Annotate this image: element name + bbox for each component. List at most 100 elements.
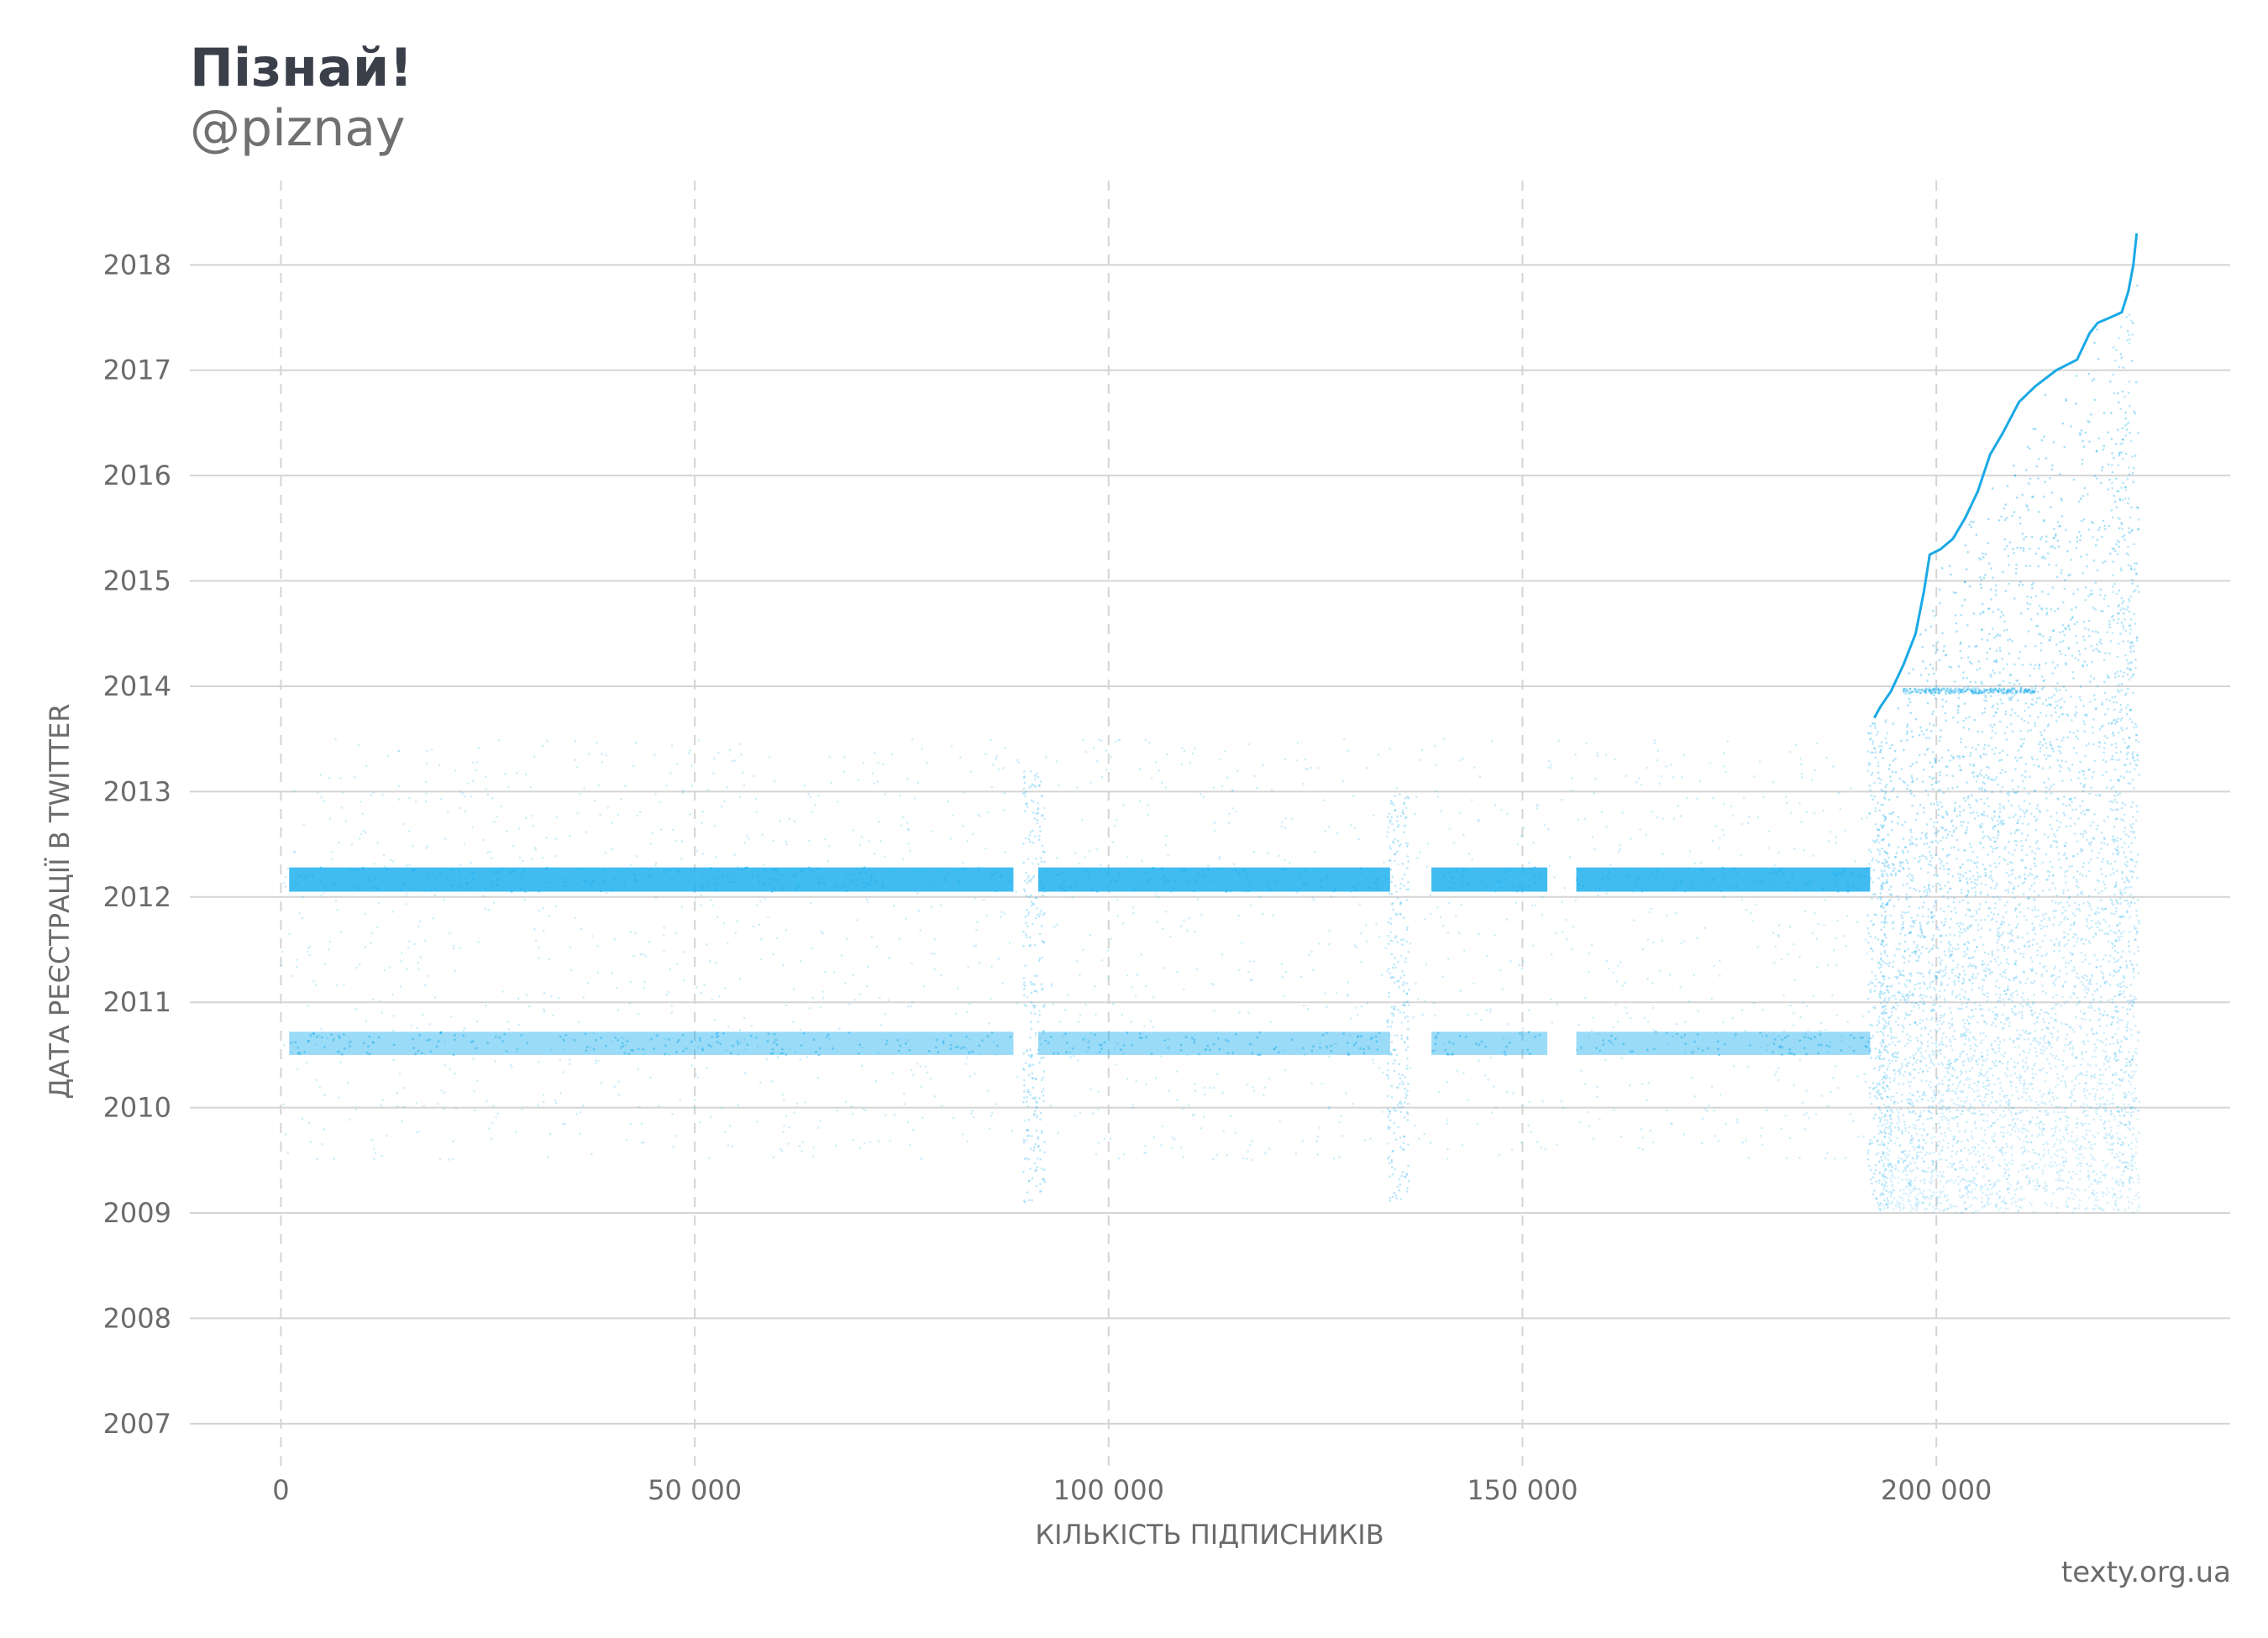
data-point [1407,1082,1410,1085]
data-point [1238,871,1241,874]
data-point [2132,816,2134,818]
data-point [1389,1026,1393,1028]
data-point [1680,1036,1683,1039]
data-point [454,1034,456,1037]
data-point [2013,909,2016,912]
data-point [1484,1045,1488,1048]
data-point [1972,1149,1976,1152]
data-point [1781,867,1783,870]
data-point [737,1053,740,1056]
data-point [2113,949,2117,953]
data-point [2060,1079,2063,1082]
data-point [838,1027,841,1030]
data-point [1955,591,1958,595]
data-point [2114,359,2117,362]
data-point [1822,809,1824,812]
data-point [1869,866,1872,869]
data-point [1925,888,1928,891]
data-point [843,770,845,773]
data-point [1741,1141,1745,1144]
data-point [490,1137,493,1141]
data-point [1997,938,2000,942]
data-point [2037,1153,2040,1156]
data-point [1326,882,1330,885]
data-point [2038,667,2040,669]
data-point [1242,869,1245,872]
data-point [1090,888,1093,891]
data-point [1038,1096,1042,1100]
data-point [365,1020,368,1022]
data-point [2131,641,2134,643]
data-point [2022,1059,2024,1062]
data-point [1405,992,1408,995]
data-point [1451,876,1454,879]
data-point [1939,969,1942,972]
data-point [1347,1053,1351,1057]
data-point [1886,1197,1889,1200]
data-point [574,739,577,743]
data-point [2003,629,2006,632]
data-point [1852,885,1856,888]
data-point [1888,1125,1891,1128]
data-point [1403,825,1405,828]
data-point [1790,811,1793,814]
data-point [1134,884,1137,887]
data-point [2121,872,2124,874]
data-point [1722,1021,1725,1024]
data-point [1087,1046,1090,1049]
data-point [2097,1180,2101,1184]
data-point [1885,742,1888,744]
data-point [1836,1086,1840,1089]
data-point [1793,1011,1795,1015]
data-point [1595,1095,1599,1098]
data-point [648,941,650,943]
data-point [1879,905,1882,907]
data-point [2096,1112,2098,1116]
data-point [2075,808,2077,811]
data-point [1532,842,1535,844]
data-point [1404,824,1407,827]
data-point [2128,880,2131,884]
data-point [2083,1074,2087,1077]
data-point [1315,875,1318,879]
data-point [1032,1077,1034,1080]
data-point [795,887,798,890]
data-point [1374,1035,1378,1038]
data-point [1880,885,1883,887]
data-point [1869,990,1872,994]
data-point [1316,1136,1320,1138]
data-point [497,876,500,879]
data-point [2113,391,2116,395]
data-point [1881,1173,1883,1176]
data-point [296,965,298,969]
data-point [1352,885,1356,888]
data-point [610,889,612,892]
data-point [1035,1129,1038,1132]
data-point [1179,1049,1183,1052]
data-point [1033,1097,1036,1100]
data-point [1209,1048,1211,1052]
data-point [533,927,536,931]
data-point [1349,1017,1352,1020]
data-point [392,1014,396,1017]
data-point [2079,538,2082,542]
data-point [1041,844,1044,848]
data-point [408,830,411,832]
data-point [1877,981,1880,984]
data-point [908,1048,911,1052]
data-point [1931,751,1935,753]
data-point [1982,1165,1985,1168]
data-point [418,1033,421,1037]
data-point [1878,1058,1882,1061]
data-point [417,968,420,971]
data-point [1438,1090,1441,1094]
data-point [1131,1106,1134,1110]
data-point [1803,1047,1806,1049]
data-point [810,870,813,873]
data-point [2020,686,2023,690]
data-point [340,806,344,809]
data-point [1942,924,1945,927]
data-point [727,1026,730,1028]
data-point [2080,980,2083,984]
data-point [1962,1166,1965,1169]
